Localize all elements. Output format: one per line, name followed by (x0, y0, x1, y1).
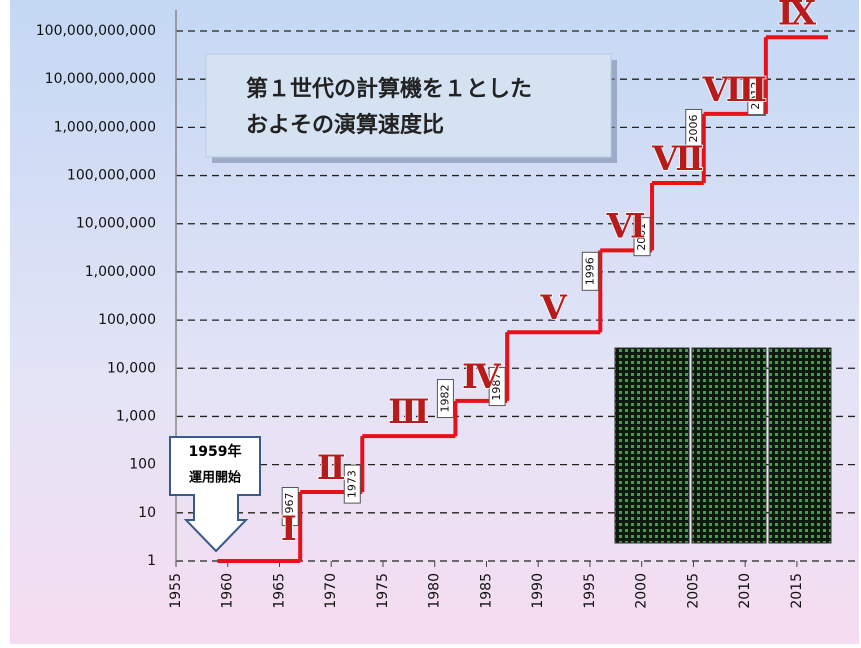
server-image (614, 347, 832, 544)
x-tick-label: 2005 (685, 573, 701, 609)
generation-label: Ⅷ (702, 70, 768, 110)
y-tick-label: 100,000,000 (67, 168, 156, 184)
year-label: 2012 (747, 76, 765, 116)
x-tick-label: 2010 (737, 573, 753, 609)
x-tick-label: 1960 (220, 573, 236, 609)
y-tick-label: 1,000,000,000 (54, 119, 156, 135)
generation-label: Ⅴ (540, 288, 568, 328)
x-tick-label: 1965 (271, 573, 287, 609)
year-label-text: 2012 (749, 82, 762, 110)
x-tick-label: 1995 (582, 573, 598, 609)
y-tick-label: 10,000 (107, 360, 156, 376)
year-label-text: 1982 (438, 385, 451, 413)
year-label-text: 1987 (490, 373, 503, 401)
year-label: 1982 (436, 379, 454, 419)
year-label-box (281, 487, 299, 527)
year-label: 2001 (633, 217, 651, 257)
year-label-text: 2006 (687, 114, 700, 142)
y-tick-label: 100 (129, 457, 156, 473)
y-tick-label: 1 (147, 553, 156, 569)
title-line: およその演算速度比 (246, 112, 444, 138)
x-tick-label: 1970 (323, 573, 339, 609)
y-tick-label: 10,000,000 (76, 216, 156, 232)
x-tick-label: 1975 (375, 573, 391, 609)
year-label-text: 1973 (345, 470, 358, 498)
year-label-text: 1967 (283, 493, 296, 521)
y-tick-label: 1,000,000 (85, 264, 156, 280)
y-tick-label: 10,000,000,000 (45, 71, 156, 87)
year-label-box (633, 217, 651, 257)
title-line: 第１世代の計算機を１とした (246, 76, 532, 102)
year-label: 2006 (685, 108, 703, 148)
annotation: 1959年 運用開始 (169, 436, 261, 553)
year-label-text: 2001 (635, 223, 648, 251)
year-label-box (343, 464, 361, 504)
axes: 1 10 100 1,000 10,000 100,000 1,000,000 10,000,… (36, 10, 859, 609)
y-tick-label: 100,000 (98, 312, 156, 328)
x-tick-label: 2015 (789, 573, 805, 609)
year-label-text: 1996 (583, 257, 596, 285)
generation-label: Ⅱ (317, 448, 346, 488)
y-tick-label: 10 (138, 505, 156, 521)
year-label-box (436, 379, 454, 419)
year-label: 1987 (488, 367, 506, 407)
year-label-box (747, 76, 765, 116)
generation-label: Ⅸ (778, 0, 817, 33)
title-box: 第１世代の計算機を１とした およその演算速度比 (205, 53, 617, 163)
year-label-box (581, 251, 599, 291)
x-tick-label: 1990 (530, 573, 546, 609)
x-tick-label: 1985 (478, 573, 494, 609)
year-label: 1996 (581, 251, 599, 291)
annotation-line: 運用開始 (189, 470, 241, 486)
x-tick-label: 1980 (427, 573, 443, 609)
annotation-line: 1959年 (189, 443, 242, 460)
year-label: 1973 (343, 464, 361, 504)
y-tick-label: 100,000,000,000 (36, 23, 156, 39)
generation-label: Ⅶ (651, 139, 704, 179)
y-tick-label: 1,000 (116, 408, 156, 424)
generation-label: Ⅰ (281, 509, 297, 549)
generation-label: Ⅳ (462, 357, 502, 397)
year-label: 1967 (281, 487, 299, 527)
generation-label: Ⅲ (388, 392, 429, 432)
year-label-box (488, 367, 506, 407)
year-label-box (685, 108, 703, 148)
x-tick-label: 1955 (168, 573, 184, 609)
x-tick-label: 2000 (634, 573, 650, 609)
generation-label: Ⅵ (606, 206, 646, 246)
